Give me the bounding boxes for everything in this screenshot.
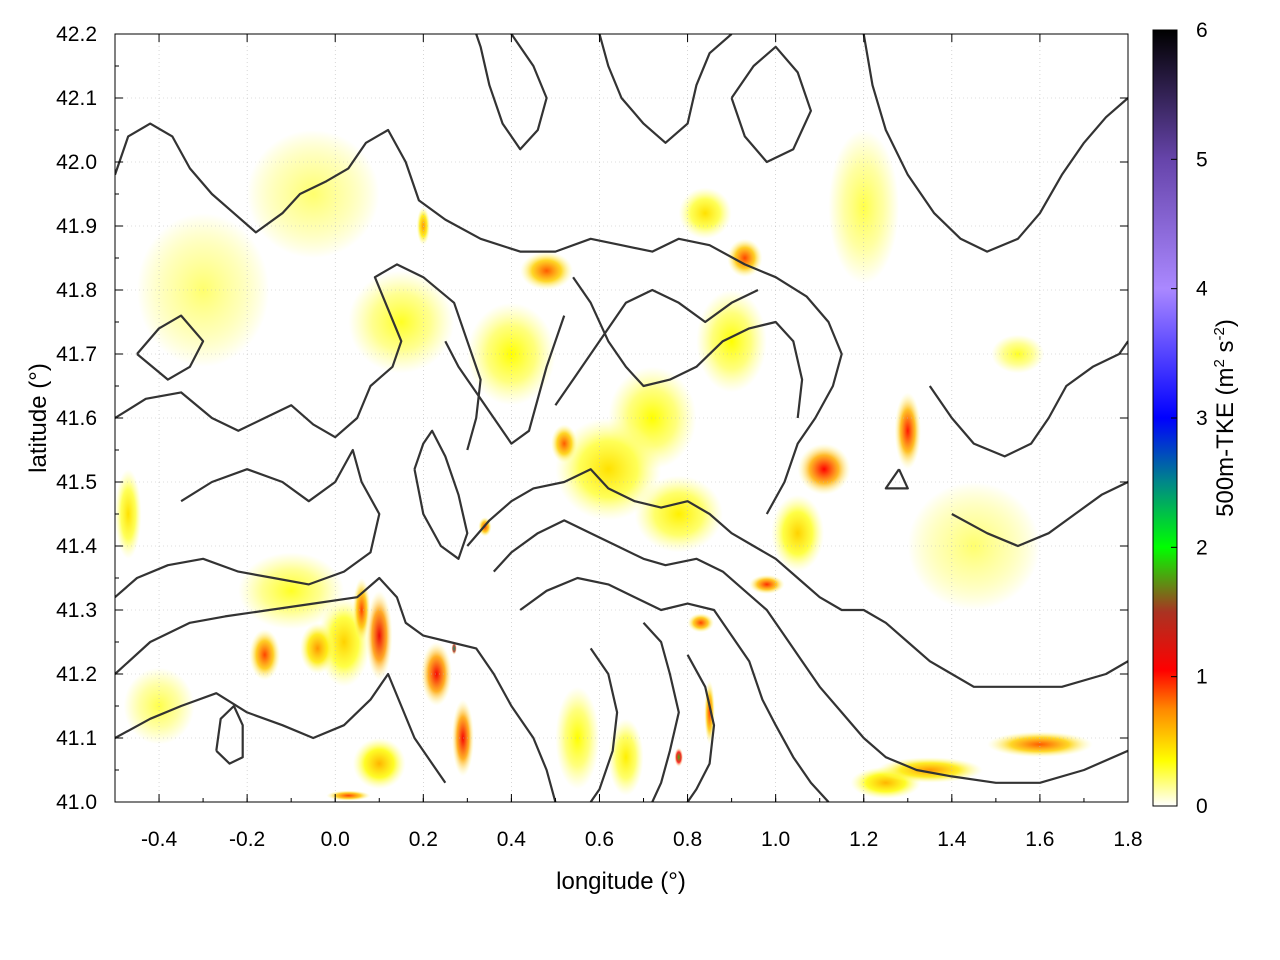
tke-hotspot <box>520 251 574 290</box>
y-tick-label: 41.7 <box>56 343 97 366</box>
colorbar: 0 1 2 3 4 5 6 500m-TKE (m2 s-2) <box>1152 19 1239 818</box>
terrain-contours <box>115 34 1128 802</box>
y-tick-label: 41.6 <box>56 407 97 430</box>
tke-hotspot <box>115 469 142 559</box>
y-tick-label: 41.9 <box>56 215 97 238</box>
tke-hotspot <box>348 270 455 374</box>
contour-line <box>928 340 1128 458</box>
colorbar-tick-label: 4 <box>1196 278 1208 301</box>
x-tick-label: -0.4 <box>141 828 178 851</box>
y-tick-label: 42.2 <box>56 23 97 46</box>
tke-hotspot <box>678 187 732 239</box>
tke-hotspot <box>326 790 371 801</box>
tke-hotspot <box>451 699 474 777</box>
tke-hotspot <box>551 424 578 463</box>
contour-line <box>951 481 1128 548</box>
y-tick-label: 41.5 <box>56 471 97 494</box>
y-tick-label: 41.8 <box>56 279 97 302</box>
x-tick-label: 1.2 <box>849 828 878 851</box>
tke-hotspot <box>674 747 684 767</box>
tke-hotspot <box>749 574 785 595</box>
colorbar-tick-label: 1 <box>1196 666 1208 689</box>
contour-line <box>115 263 482 451</box>
y-tick-label: 42.1 <box>56 87 97 110</box>
y-tick-label: 41.3 <box>56 599 97 622</box>
tke-hotspot <box>987 731 1093 758</box>
tke-hotspot <box>366 590 393 681</box>
tke-hotspot <box>555 686 600 790</box>
contour-line <box>475 34 548 151</box>
contour-line <box>862 34 1128 253</box>
y-tick-label: 41.2 <box>56 663 97 686</box>
contour-line <box>884 468 909 490</box>
x-tick-label: 0.0 <box>321 828 350 851</box>
contour-line <box>115 672 447 784</box>
tke-hotspot <box>299 622 336 675</box>
y-tick-label: 42.0 <box>56 151 97 174</box>
contour-line <box>136 314 205 381</box>
contour-line <box>730 45 812 164</box>
colorbar-label: 500m-TKE (m2 s-2) <box>1211 319 1239 517</box>
x-tick-label: 1.0 <box>761 828 790 851</box>
tke-hotspot <box>687 613 714 633</box>
tke-hotspot <box>771 494 825 572</box>
contour-line <box>589 647 619 802</box>
contour-line <box>444 315 566 445</box>
y-tick-label: 41.0 <box>56 791 97 814</box>
tke-hotspot <box>421 642 452 706</box>
tke-hotspot <box>634 475 723 553</box>
contour-line <box>215 704 244 765</box>
contour-line <box>115 576 557 802</box>
x-tick-label: 1.6 <box>1025 828 1054 851</box>
tke-hotspot <box>352 578 371 642</box>
contour-line <box>554 288 759 406</box>
contour-line <box>598 34 733 144</box>
tke-hotspot <box>907 482 1040 610</box>
contour-line <box>519 576 830 802</box>
x-tick-label: 0.8 <box>673 828 702 851</box>
x-tick-label: 0.4 <box>497 828 527 851</box>
y-tick-label: 41.1 <box>56 727 97 750</box>
x-tick-label: 0.2 <box>409 828 438 851</box>
colorbar-tick-label: 3 <box>1196 407 1208 430</box>
tke-hotspot <box>608 718 644 796</box>
tke-hotspot <box>797 443 851 495</box>
x-axis-title: longitude (°) <box>556 868 686 895</box>
contour-line <box>492 519 1128 784</box>
y-axis: 41.0 41.1 41.2 41.3 41.4 41.5 41.6 41.7 41.8 41.9… <box>56 23 1128 814</box>
contour-line <box>686 654 716 802</box>
tke-hotspot <box>249 629 281 681</box>
x-tick-label: -0.2 <box>229 828 265 851</box>
tke-hotspot <box>696 290 767 393</box>
x-tick-label: 0.6 <box>585 828 614 851</box>
contour-line <box>466 468 1128 688</box>
tke-hotspot <box>247 130 380 258</box>
tke-hotspot <box>894 392 921 470</box>
x-tick-label: 1.4 <box>937 828 967 851</box>
colorbar-tick-label: 6 <box>1196 19 1208 42</box>
contour-line <box>413 429 469 560</box>
tke-hotspot <box>451 642 457 655</box>
x-tick-label: 1.8 <box>1113 828 1142 851</box>
tke-hotspot <box>991 334 1045 374</box>
contour-line <box>115 448 381 599</box>
x-axis: -0.4 -0.2 0.0 0.2 0.4 0.6 0.8 1.0 1.2 1.4 1.6 1.8 <box>114 34 1143 851</box>
contour-line <box>572 276 804 419</box>
tke-hotspot <box>555 418 662 521</box>
colorbar-tick-label: 5 <box>1196 148 1208 171</box>
contour-line <box>642 622 680 802</box>
grid-lines <box>115 34 1128 802</box>
y-axis-title: latitude (°) <box>25 363 52 473</box>
colorbar-tick-label: 2 <box>1196 536 1208 559</box>
colorbar-tick-label: 0 <box>1196 795 1208 818</box>
tke-hotspot <box>352 738 406 790</box>
contour-line <box>115 122 843 515</box>
y-tick-label: 41.4 <box>56 535 97 558</box>
